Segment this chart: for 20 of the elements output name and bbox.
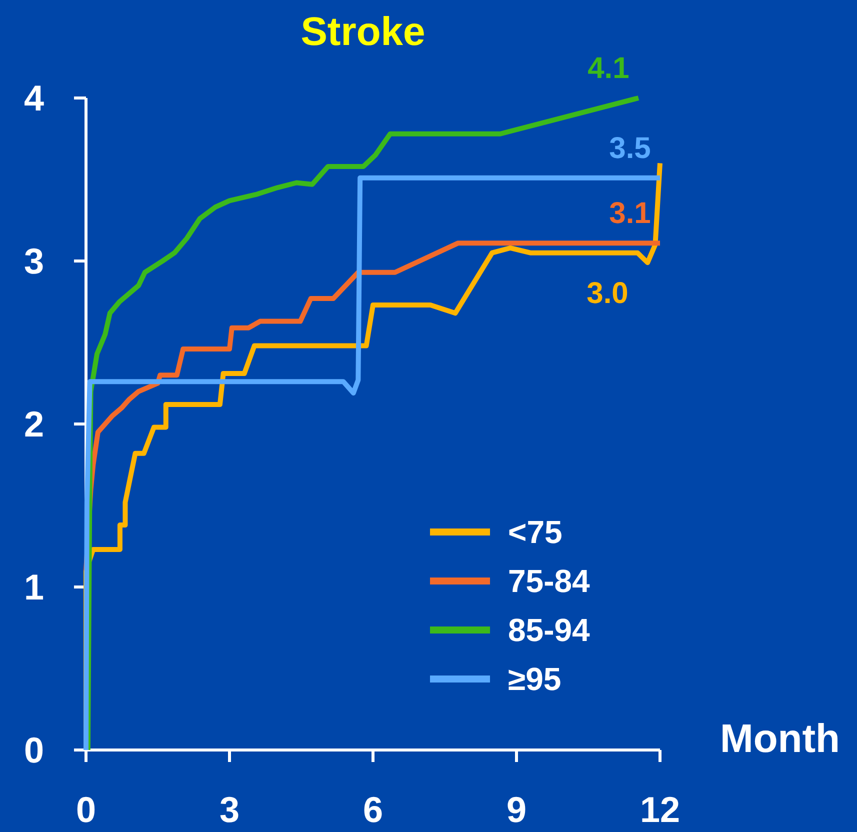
x-tick-label: 0 xyxy=(76,789,96,830)
y-tick-label: 0 xyxy=(24,730,44,771)
chart-title: Stroke xyxy=(300,10,426,54)
legend-label: ≥95 xyxy=(508,661,562,698)
x-tick-label: 9 xyxy=(506,789,527,830)
annotation: 3.5 xyxy=(609,132,651,165)
annotation: 3.1 xyxy=(609,197,651,230)
annotation: 4.1 xyxy=(588,52,630,85)
y-tick-label: 4 xyxy=(24,78,44,119)
x-tick-label: 12 xyxy=(640,789,680,830)
legend-label: 85-94 xyxy=(508,612,590,648)
x-tick-label: 3 xyxy=(219,789,240,830)
x-tick-label: 6 xyxy=(362,789,384,830)
y-tick-label: 1 xyxy=(24,566,44,608)
legend-label: <75 xyxy=(508,514,562,550)
annotation: 3.0 xyxy=(586,276,628,310)
y-tick-label: 3 xyxy=(24,240,44,282)
y-tick-label: 2 xyxy=(24,404,44,445)
x-axis-title: Month xyxy=(720,717,840,761)
legend-label: 75-84 xyxy=(508,563,590,600)
